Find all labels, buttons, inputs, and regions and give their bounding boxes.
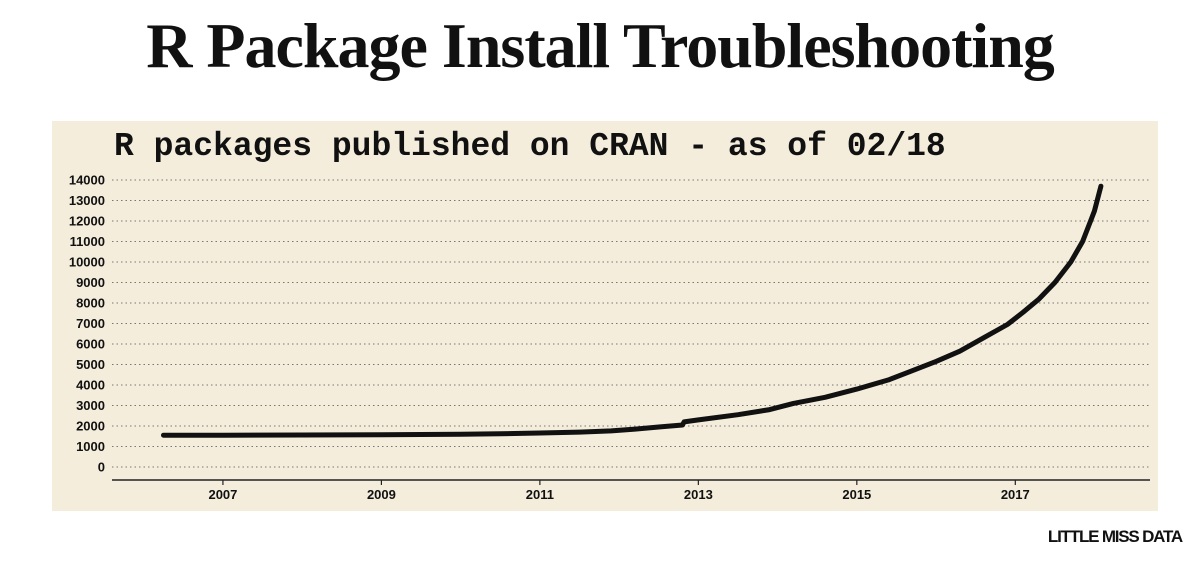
x-tick-label: 2017 [1001,487,1030,502]
x-tick-label: 2007 [208,487,237,502]
x-tick-label: 2009 [367,487,396,502]
y-tick-label: 1000 [76,439,105,454]
series-line-cran-packages [161,183,1104,438]
y-tick-label: 13000 [69,193,105,208]
x-tick-label: 2011 [526,487,554,502]
y-tick-label: 8000 [76,296,105,311]
y-tick-label: 11000 [70,234,105,249]
chart-panel: 0 1000 2000 3000 4000 5000 6000 7000 8000 9000 100… [52,121,1158,511]
x-axis-ticks: 2007 2009 2011 2013 2015 2017 [208,480,1030,502]
page-title: R Package Install Troubleshooting [146,10,1055,81]
y-tick-label: 10000 [69,255,105,270]
x-tick-label: 2013 [684,487,713,502]
grid-lines [112,179,1150,468]
y-tick-label: 3000 [76,398,105,413]
y-tick-label: 7000 [76,316,105,331]
y-tick-label: 6000 [76,337,105,352]
y-axis-ticks: 0 1000 2000 3000 4000 5000 6000 7000 8000 9000 100… [69,173,105,475]
y-tick-label: 0 [98,460,105,475]
line-chart: 0 1000 2000 3000 4000 5000 6000 7000 8000 9000 100… [69,173,1150,502]
x-tick-label: 2015 [842,487,871,502]
y-tick-label: 9000 [76,275,105,290]
y-tick-label: 4000 [76,378,105,393]
y-tick-label: 12000 [69,214,105,229]
brand-logo: LITTLE MISS DATA [1047,527,1183,546]
y-tick-label: 5000 [76,357,105,372]
y-tick-label: 2000 [76,419,105,434]
y-tick-label: 14000 [69,173,105,188]
chart-title: R packages published on CRAN - as of 02/… [114,128,946,165]
